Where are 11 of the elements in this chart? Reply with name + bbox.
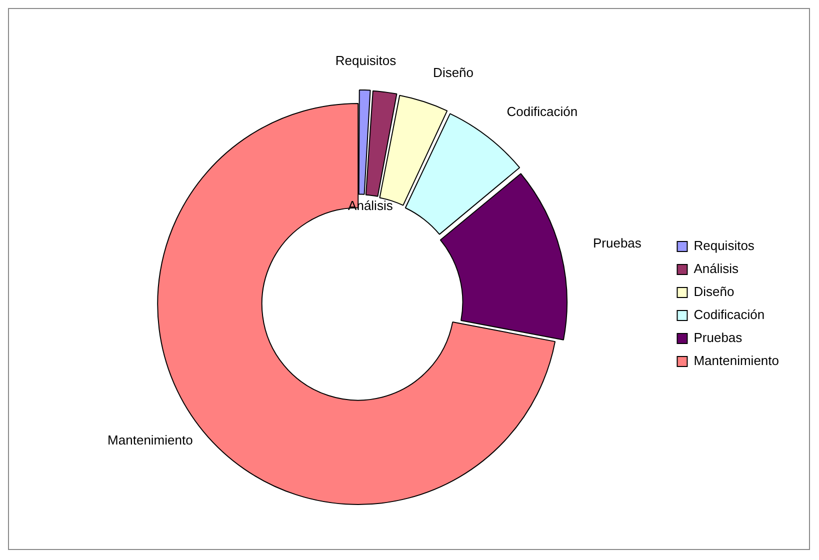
- slice-label: Pruebas: [592, 235, 642, 250]
- slice-label: Requisitos: [335, 53, 397, 68]
- legend-label: Mantenimiento: [694, 353, 780, 368]
- legend-label: Pruebas: [694, 330, 743, 346]
- legend-label: Codificación: [694, 307, 765, 322]
- slice-label: Diseño: [433, 64, 474, 80]
- slice-label: Mantenimiento: [108, 432, 193, 448]
- legend-label: Análisis: [694, 261, 740, 276]
- slice-label: Codificación: [506, 104, 578, 119]
- legend-label: Requisitos: [694, 238, 755, 254]
- legend-label: Diseño: [694, 284, 734, 300]
